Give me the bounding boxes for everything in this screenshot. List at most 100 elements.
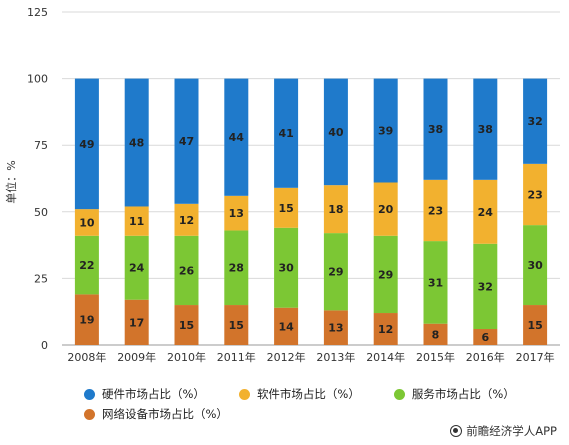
x-tick-label: 2013年 — [316, 350, 355, 364]
legend-item-software: 软件市场占比（%） — [238, 386, 360, 402]
x-tick-label: 2011年 — [217, 350, 256, 364]
legend-label-service: 服务市场占比（%） — [411, 387, 515, 401]
bar-segment — [174, 78, 199, 204]
bar-value-label: 47 — [179, 135, 194, 148]
legend-dot-software — [238, 388, 250, 400]
legend-dot-network — [84, 408, 95, 420]
bar-value-label: 6 — [481, 331, 489, 344]
bar-segment — [423, 323, 448, 345]
x-tick-label: 2012年 — [267, 350, 306, 364]
bar-value-label: 11 — [129, 215, 144, 228]
legend-dot-hardware — [84, 388, 95, 400]
y-tick-label: 75 — [34, 139, 48, 152]
bar-segment — [124, 299, 149, 345]
bar-value-label: 19 — [79, 314, 94, 327]
bar-segment — [473, 179, 498, 244]
bar-value-label: 26 — [179, 264, 195, 277]
y-tick-label: 125 — [27, 6, 48, 19]
chart-legend: 硬件市场占比（%） 软件市场占比（%） 服务市场占比（%） 网络设备市场占比（%… — [84, 384, 524, 424]
bar-value-label: 20 — [378, 203, 394, 216]
bar-value-label: 8 — [432, 328, 440, 341]
bar-segment — [274, 187, 299, 228]
legend-label-network: 网络设备市场占比（%） — [102, 407, 228, 421]
bar-value-label: 15 — [278, 202, 293, 215]
bar-segment — [523, 225, 548, 306]
legend-item-hardware: 硬件市场占比（%） — [84, 386, 205, 402]
bar-segment — [124, 78, 149, 207]
bar-value-label: 15 — [527, 319, 542, 332]
legend-item-network: 网络设备市场占比（%） — [84, 406, 228, 422]
x-tick-label: 2017年 — [516, 350, 555, 364]
bar-segment — [274, 307, 299, 345]
bar-value-label: 48 — [129, 137, 144, 150]
bar-segment — [323, 233, 348, 311]
bar-value-label: 14 — [278, 320, 294, 333]
bar-value-label: 38 — [428, 123, 443, 136]
bar-value-label: 23 — [527, 188, 542, 201]
bar-segment — [323, 310, 348, 345]
bar-value-label: 40 — [328, 126, 344, 139]
legend-label-hardware: 硬件市场占比（%） — [102, 387, 205, 401]
legend-dot-service — [393, 388, 405, 400]
bar-segment — [423, 241, 448, 324]
bar-segment — [274, 78, 299, 188]
bar-value-label: 32 — [478, 280, 493, 293]
x-tick-label: 2016年 — [466, 350, 505, 364]
bar-segment — [74, 235, 99, 295]
bar-segment — [523, 163, 548, 226]
bar-value-label: 28 — [229, 262, 244, 275]
bar-segment — [124, 206, 149, 236]
bar-value-label: 18 — [328, 203, 343, 216]
bar-segment — [373, 235, 398, 314]
bar-value-label: 15 — [229, 319, 244, 332]
bar-segment — [174, 305, 199, 345]
x-tick-label: 2015年 — [416, 350, 455, 364]
bar-segment — [473, 243, 498, 330]
bar-segment — [323, 185, 348, 234]
bar-segment — [224, 195, 249, 231]
bar-value-label: 24 — [478, 206, 494, 219]
bar-segment — [523, 305, 548, 345]
bar-value-label: 29 — [378, 268, 393, 281]
bar-value-label: 44 — [229, 131, 245, 144]
bar-value-label: 32 — [527, 115, 542, 128]
bar-segment — [373, 313, 398, 345]
bar-value-label: 38 — [478, 123, 493, 136]
x-tick-label: 2009年 — [117, 350, 156, 364]
y-tick-label: 25 — [34, 272, 48, 285]
bar-value-label: 31 — [428, 276, 443, 289]
bar-value-label: 24 — [129, 262, 145, 275]
x-tick-label: 2014年 — [366, 350, 405, 364]
source-attribution: 前瞻经济学人APP — [450, 423, 557, 439]
bar-value-label: 13 — [328, 322, 343, 335]
bar-segment — [473, 78, 498, 180]
bar-value-label: 30 — [278, 262, 294, 275]
source-text: 前瞻经济学人APP — [466, 424, 557, 438]
bar-value-label: 41 — [278, 127, 293, 140]
bar-segment — [373, 78, 398, 183]
y-axis-label: 单位：% — [4, 160, 18, 203]
y-tick-label: 50 — [34, 206, 48, 219]
bar-value-label: 12 — [378, 323, 393, 336]
bar-segment — [274, 227, 299, 308]
bar-segment — [473, 329, 498, 345]
bar-segment — [224, 305, 249, 345]
bar-segment — [74, 209, 99, 236]
bar-value-label: 15 — [179, 319, 194, 332]
bar-segment — [224, 78, 249, 196]
bar-segment — [224, 230, 249, 306]
bar-value-label: 17 — [129, 316, 144, 329]
bar-value-label: 22 — [79, 259, 94, 272]
x-tick-label: 2008年 — [67, 350, 106, 364]
bar-segment — [373, 182, 398, 236]
x-tick-label: 2010年 — [167, 350, 206, 364]
y-tick-label: 100 — [27, 73, 48, 86]
bar-segment — [74, 294, 99, 345]
bar-segment — [174, 235, 199, 306]
bar-segment — [423, 78, 448, 180]
bar-value-label: 39 — [378, 125, 393, 138]
bar-segment — [74, 78, 99, 210]
source-logo-icon — [450, 425, 463, 437]
bar-value-label: 10 — [79, 216, 95, 229]
